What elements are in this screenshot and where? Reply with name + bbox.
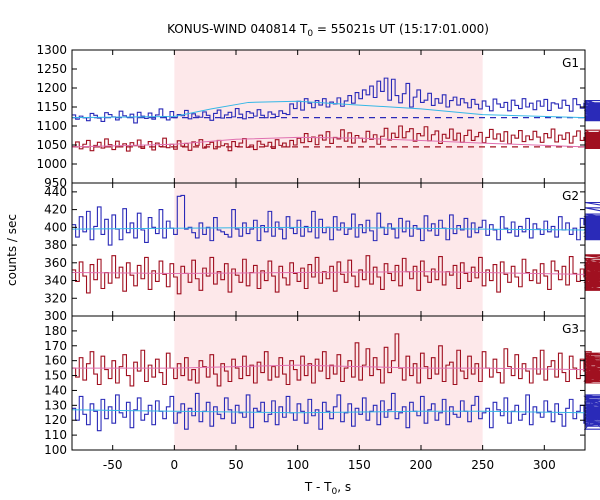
ytick-label: 1300 <box>36 43 67 57</box>
fit-G1-pink <box>71 136 586 148</box>
xtick-label: 50 <box>228 458 243 472</box>
fit-G2-cyan <box>71 226 586 231</box>
ytick-label: 140 <box>44 383 67 397</box>
ytick-label: 160 <box>44 354 67 368</box>
ytick-label: 950 <box>44 176 67 190</box>
ytick-label: 440 <box>44 185 67 199</box>
y-axis-label: counts / sec <box>5 214 19 286</box>
xtick-label: 0 <box>171 458 179 472</box>
xtick-label: 100 <box>286 458 309 472</box>
shaded-interval-G2 <box>174 183 483 316</box>
shaded-interval-G3 <box>174 316 483 450</box>
ytick-label: 380 <box>44 238 67 252</box>
chart-title-prefix: KONUS-WIND 040814 T <box>167 22 308 36</box>
panel-G2: 300 320 340 360 380 400 420 440 G2 <box>44 182 600 323</box>
xtick-label: 150 <box>348 458 371 472</box>
chart-title-sub: 0 <box>307 29 313 39</box>
fit-G3-pink <box>72 364 586 371</box>
panel-G1: 950 1000 1050 1100 1150 1200 1250 1300 G1 <box>36 43 600 190</box>
ytick-label: 180 <box>44 324 67 338</box>
series-G2-red <box>72 254 600 295</box>
fit-G3-cyan <box>71 409 586 414</box>
fit-G2-pink <box>71 271 586 275</box>
x-axis-label-prefix: T - T <box>304 480 332 494</box>
ytick-label: 100 <box>44 443 67 457</box>
ytick-label: 1000 <box>36 157 67 171</box>
chart-title: KONUS-WIND 040814 T0 = 55021s UT (15:17:… <box>167 22 489 39</box>
xtick-label: -50 <box>103 458 123 472</box>
xtick-label: 300 <box>533 458 556 472</box>
panels: 9501000105011001150120012501300G13003203… <box>36 43 600 472</box>
ytick-label: 420 <box>44 203 67 217</box>
ytick-label: 150 <box>44 369 67 383</box>
fit-G1-cyan <box>71 100 586 119</box>
series-G1-blue <box>72 77 600 124</box>
ytick-label: 300 <box>44 309 67 323</box>
ytick-label: 120 <box>44 413 67 427</box>
x-axis-label-suffix: , s <box>337 480 351 494</box>
ytick-label: 1250 <box>36 62 67 76</box>
ytick-label: 360 <box>44 256 67 270</box>
xtick-label: 200 <box>410 458 433 472</box>
series-G3-blue <box>72 392 600 432</box>
ytick-label: 320 <box>44 291 67 305</box>
ytick-label: 1150 <box>36 100 67 114</box>
x-axis-label-sub: 0 <box>332 487 338 497</box>
ytick-label: 170 <box>44 339 67 353</box>
ytick-label: 1050 <box>36 138 67 152</box>
ytick-label: 1100 <box>36 119 67 133</box>
ytick-label: 340 <box>44 274 67 288</box>
ytick-label: 130 <box>44 398 67 412</box>
x-axis-label: T - T0, s <box>304 480 351 497</box>
series-G1-red <box>72 125 600 152</box>
panel-label: G1 <box>562 56 579 70</box>
panel-label: G2 <box>562 189 579 203</box>
series-G3-red <box>72 333 600 387</box>
ytick-label: 110 <box>44 428 67 442</box>
ytick-label: 1200 <box>36 81 67 95</box>
shaded-interval-G1 <box>174 50 483 183</box>
frame-G3 <box>71 315 586 451</box>
chart-title-suffix: = 55021s UT (15:17:01.000) <box>313 22 489 36</box>
panel-label: G3 <box>562 322 579 336</box>
ytick-label: 400 <box>44 220 67 234</box>
xtick-label: 250 <box>471 458 494 472</box>
